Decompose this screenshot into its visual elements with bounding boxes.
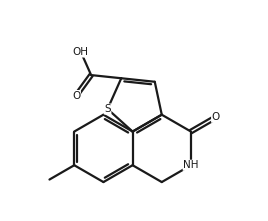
Text: OH: OH [73, 47, 89, 57]
Text: O: O [72, 91, 80, 101]
Text: NH: NH [183, 160, 199, 170]
Text: O: O [212, 112, 220, 122]
Text: S: S [104, 104, 111, 114]
